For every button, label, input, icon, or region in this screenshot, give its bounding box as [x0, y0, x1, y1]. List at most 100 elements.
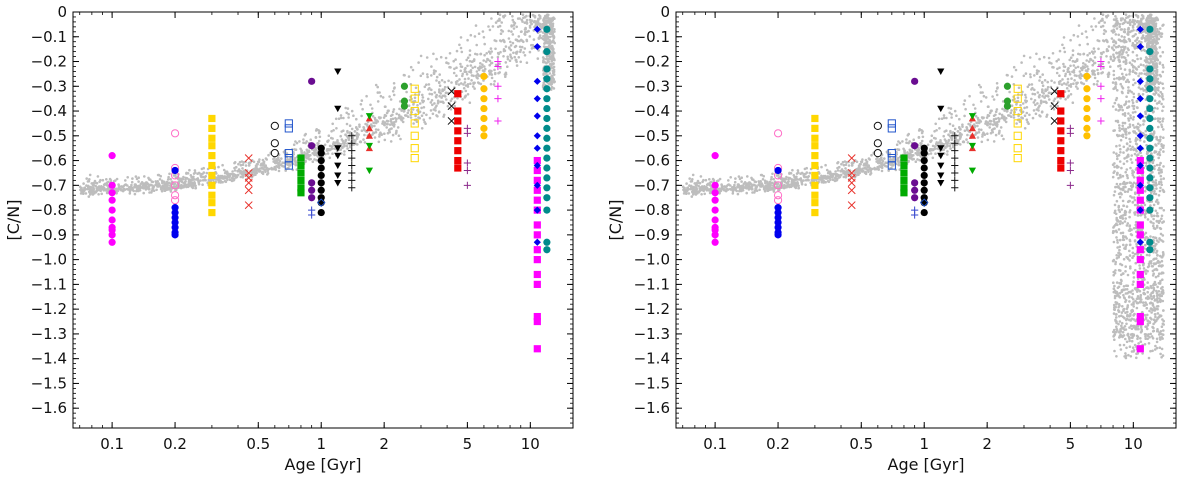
model-point: [473, 35, 477, 38]
cluster-2-8-gyr-point: [410, 84, 419, 93]
model-point: [162, 180, 166, 184]
model-point: [1005, 73, 1009, 77]
model-point: [802, 179, 805, 182]
model-point: [706, 182, 710, 186]
model-point: [105, 178, 108, 181]
model-point: [803, 172, 806, 176]
model-point: [247, 161, 251, 165]
model-point: [137, 180, 140, 183]
model-point: [541, 31, 545, 34]
model-point: [546, 21, 550, 24]
model-point: [509, 40, 512, 44]
model-point: [1079, 77, 1082, 80]
model-point: [502, 49, 506, 53]
model-point: [345, 122, 349, 126]
model-point: [414, 114, 417, 118]
model-point: [536, 57, 540, 60]
model-point: [546, 60, 549, 64]
model-point: [1142, 69, 1146, 72]
model-point: [391, 123, 395, 126]
model-point: [755, 189, 759, 192]
model-point: [800, 182, 804, 186]
model-point: [839, 169, 842, 173]
cluster-11-gyr-magenta-point: [533, 221, 541, 229]
y-tick-label: −0.7: [31, 176, 67, 194]
y-tick-label: −1.5: [31, 374, 67, 392]
model-point: [274, 161, 278, 164]
model-point: [1113, 349, 1116, 353]
plot-border: [72, 11, 574, 429]
model-point: [528, 35, 532, 38]
model-point: [999, 126, 1003, 129]
model-point: [1058, 66, 1061, 69]
model-point: [973, 107, 977, 110]
model-point: [493, 80, 496, 83]
model-point: [869, 169, 873, 172]
model-point: [545, 46, 548, 49]
model-point: [520, 18, 524, 22]
model-point: [515, 38, 519, 42]
model-point: [551, 66, 555, 70]
model-point: [137, 176, 140, 179]
model-point: [1036, 102, 1039, 105]
model-point: [429, 101, 433, 104]
model-point: [336, 139, 339, 142]
cluster-12-gyr-teal-point: [543, 194, 551, 202]
model-point: [369, 123, 373, 127]
cluster-4-5-gyr-point: [454, 137, 462, 145]
model-point: [1130, 339, 1134, 343]
model-point: [1115, 355, 1118, 358]
model-point: [1032, 101, 1036, 104]
model-point: [383, 138, 387, 142]
model-point: [373, 124, 376, 128]
model-point: [511, 18, 515, 22]
model-point: [1156, 211, 1159, 215]
model-point: [396, 126, 400, 129]
model-point: [412, 122, 415, 125]
model-point: [551, 48, 555, 51]
model-point: [781, 179, 785, 182]
model-point: [511, 41, 515, 45]
model-point: [1097, 39, 1101, 43]
model-point: [238, 160, 242, 164]
model-point: [1145, 253, 1149, 257]
model-point: [237, 162, 240, 166]
cluster-markers-left: [108, 25, 551, 353]
model-point: [401, 120, 405, 124]
model-point: [511, 14, 514, 18]
model-point: [1096, 72, 1100, 76]
model-point: [225, 172, 229, 176]
model-point: [382, 120, 385, 123]
model-point: [493, 72, 497, 76]
model-point: [513, 21, 517, 25]
model-point: [1156, 117, 1160, 120]
model-point: [497, 71, 500, 75]
model-point: [443, 88, 446, 91]
model-point: [553, 28, 556, 31]
model-point: [1114, 14, 1117, 18]
model-point: [438, 80, 441, 84]
model-point: [820, 177, 823, 181]
model-point: [391, 90, 395, 93]
model-point: [154, 183, 157, 187]
model-point: [1155, 56, 1158, 59]
model-point: [1106, 73, 1110, 76]
model-point: [988, 123, 992, 126]
cluster-2-8-gyr-point: [410, 153, 419, 163]
model-point: [1155, 187, 1158, 190]
model-point: [1127, 28, 1130, 31]
model-point: [546, 36, 549, 40]
model-point: [270, 166, 273, 170]
model-point: [541, 56, 545, 59]
model-point: [1131, 41, 1135, 45]
model-point: [456, 96, 459, 100]
model-point: [337, 117, 341, 120]
model-point: [1161, 50, 1165, 54]
model-point: [1086, 65, 1089, 68]
model-point: [1136, 25, 1139, 29]
model-point: [479, 52, 482, 56]
model-point: [383, 132, 386, 135]
model-point: [1155, 163, 1159, 167]
model-point: [1105, 39, 1109, 43]
